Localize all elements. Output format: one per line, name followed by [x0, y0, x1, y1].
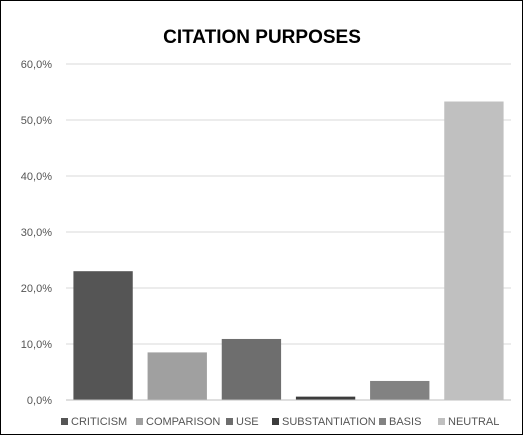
legend: CRITICISM COMPARISON USE SUBSTANTIATION BASI…	[61, 416, 499, 428]
bar-basis	[370, 380, 430, 400]
legend-swatch	[226, 418, 233, 425]
bar-criticism	[73, 271, 133, 400]
y-tick-label: 30,0%	[21, 227, 52, 239]
bars	[73, 101, 504, 401]
y-tick-label: 60,0%	[21, 59, 52, 71]
legend-label: USE	[236, 416, 259, 428]
legend-label: NEUTRAL	[448, 416, 499, 428]
y-tick-label: 20,0%	[21, 283, 52, 295]
bar-substantiation	[295, 396, 356, 400]
legend-label: COMPARISON	[146, 416, 220, 428]
y-tick-label: 10,0%	[21, 339, 52, 351]
legend-swatch	[379, 418, 386, 425]
legend-swatch	[61, 418, 68, 425]
legend-swatch	[438, 418, 445, 425]
bar-use	[221, 338, 282, 400]
bar-comparison	[147, 352, 207, 400]
legend-swatch	[136, 418, 143, 425]
y-tick-label: 50,0%	[21, 115, 52, 127]
legend-swatch	[272, 418, 279, 425]
legend-label: CRITICISM	[71, 416, 127, 428]
legend-label: BASIS	[389, 416, 421, 428]
y-axis-ticks: 0,0% 10,0% 20,0% 30,0% 40,0% 50,0% 60,0%	[21, 59, 52, 407]
y-tick-label: 0,0%	[27, 395, 52, 407]
bar-neutral	[444, 101, 504, 401]
chart-title: CITATION PURPOSES	[163, 27, 361, 48]
gridlines	[66, 63, 511, 345]
y-tick-label: 40,0%	[21, 171, 52, 183]
legend-label: SUBSTANTIATION	[282, 416, 376, 428]
